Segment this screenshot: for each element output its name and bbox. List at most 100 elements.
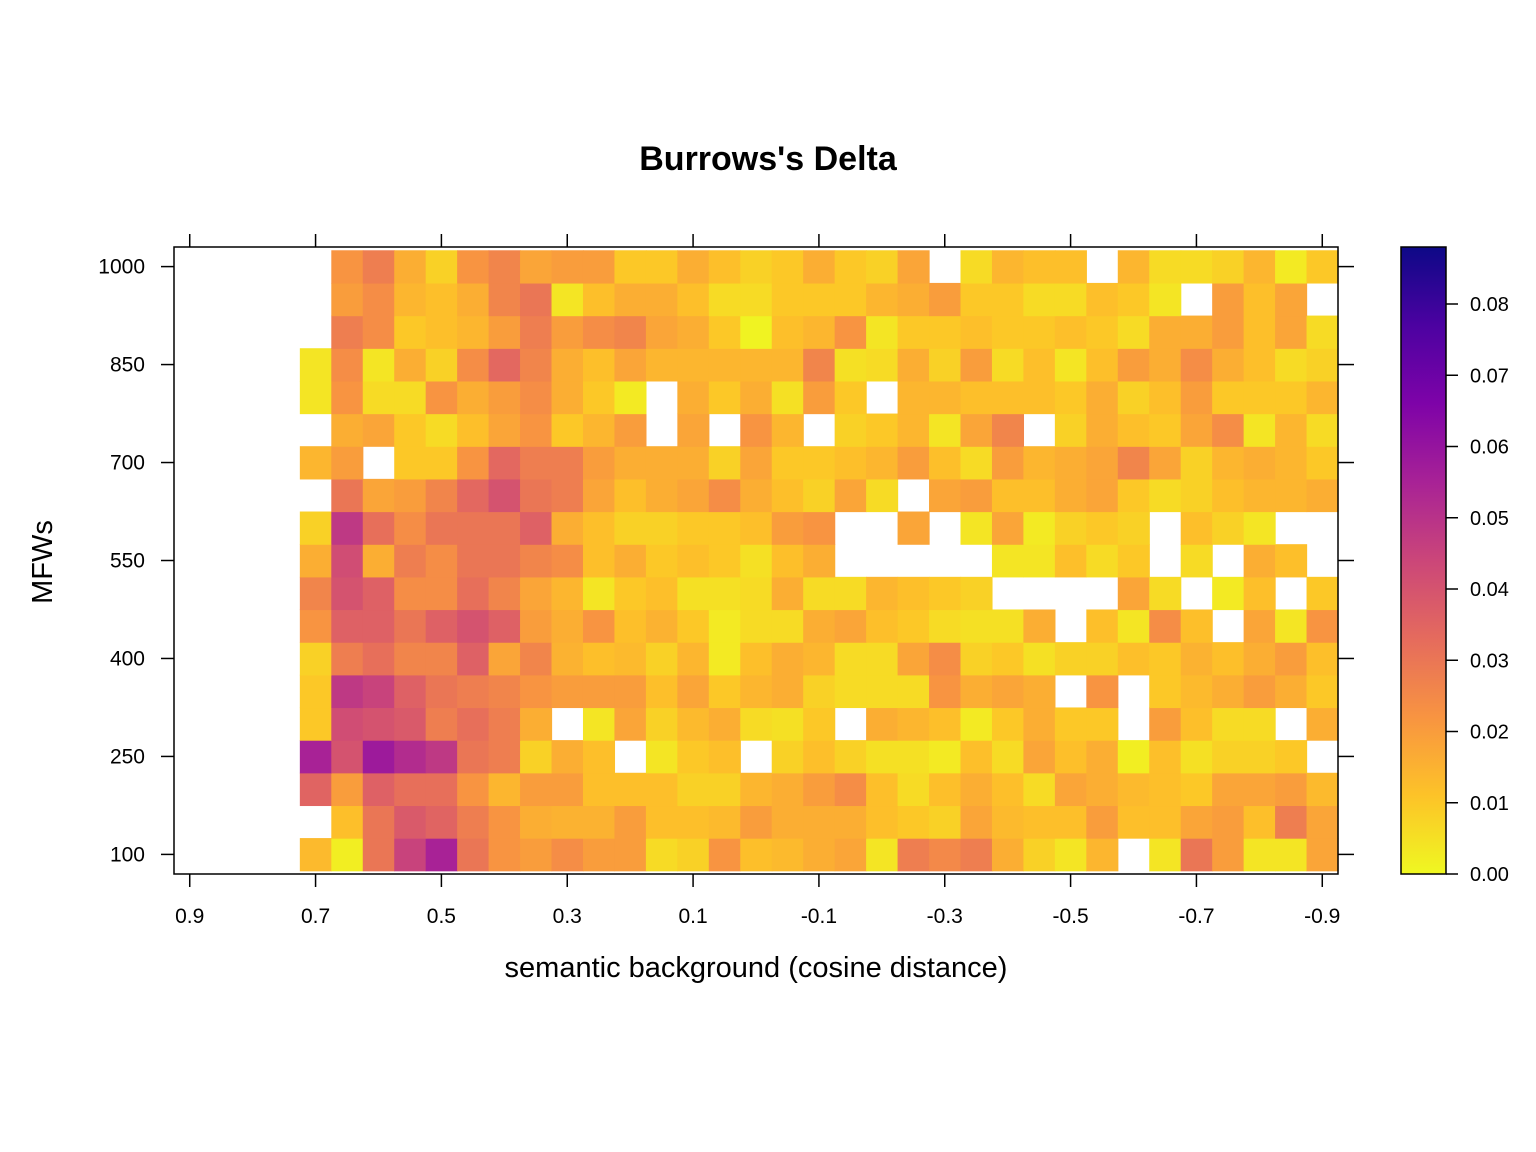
heatmap-cell	[362, 478, 395, 513]
heatmap-cell	[740, 413, 773, 447]
heatmap-cell	[1086, 478, 1119, 513]
heatmap-cell	[457, 740, 490, 774]
heatmap-cell	[991, 544, 1025, 578]
heatmap-cell	[708, 740, 741, 774]
heatmap-cell	[1243, 315, 1276, 349]
x-tick-label: 0.3	[553, 905, 582, 928]
heatmap-cell	[771, 576, 804, 611]
heatmap-cell	[834, 315, 867, 349]
heatmap-cell	[1212, 805, 1245, 839]
heatmap-cell	[645, 609, 678, 643]
heatmap-cell	[1086, 315, 1119, 349]
heatmap-cell	[614, 707, 647, 741]
heatmap-cell	[394, 413, 427, 447]
heatmap-cell	[771, 315, 804, 349]
heatmap-cell	[1149, 413, 1182, 447]
heatmap-cell	[991, 380, 1025, 415]
heatmap-cell	[614, 609, 647, 643]
heatmap-cell	[803, 511, 836, 545]
heatmap-cell	[394, 838, 427, 872]
heatmap-cell	[1086, 511, 1119, 545]
heatmap-cell	[834, 380, 867, 415]
heatmap-cell	[1023, 772, 1056, 807]
heatmap-cell	[960, 674, 993, 709]
heatmap-cell	[677, 674, 710, 709]
chart-title: Burrows's Delta	[639, 140, 898, 178]
heatmap-cell	[614, 772, 647, 807]
heatmap-cell	[1212, 478, 1245, 513]
heatmap-cell	[1117, 446, 1150, 480]
heatmap-cell	[677, 250, 710, 284]
heatmap-cell	[1117, 609, 1150, 643]
heatmap-cell	[425, 707, 458, 741]
heatmap-cell	[362, 838, 395, 872]
heatmap-cell	[771, 642, 804, 676]
heatmap-cell	[803, 380, 836, 415]
heatmap-cell	[488, 511, 521, 545]
heatmap-cell	[991, 250, 1025, 284]
heatmap-cell	[929, 478, 962, 513]
heatmap-cell	[457, 805, 490, 839]
heatmap-cell	[299, 838, 332, 872]
heatmap-cell	[866, 413, 899, 447]
colorbar-tick-label: 0.08	[1470, 294, 1509, 316]
heatmap-cell	[331, 348, 364, 382]
heatmap-cell	[331, 282, 364, 317]
heatmap-cell	[866, 478, 899, 513]
heatmap-cell	[1180, 609, 1213, 643]
heatmap-cell	[1275, 348, 1308, 382]
heatmap-cell	[740, 609, 773, 643]
heatmap-cell	[1306, 348, 1339, 382]
heatmap-cell	[1275, 250, 1308, 284]
heatmap-cell	[425, 282, 458, 317]
heatmap-cell	[582, 250, 616, 284]
heatmap-cell	[582, 446, 616, 480]
heatmap-cell	[1117, 805, 1150, 839]
heatmap-cell	[991, 282, 1025, 317]
heatmap-cell	[1180, 380, 1213, 415]
heatmap-cell	[897, 315, 930, 349]
x-tick-label: 0.9	[175, 905, 204, 928]
heatmap-cell	[394, 348, 427, 382]
heatmap-cell	[1023, 740, 1056, 774]
heatmap-cell	[425, 446, 458, 480]
heatmap-cell	[834, 674, 867, 709]
heatmap-cell	[834, 805, 867, 839]
heatmap-cell	[520, 772, 553, 807]
heatmap-cell	[582, 348, 616, 382]
heatmap-cell	[1243, 642, 1276, 676]
heatmap-cell	[1306, 707, 1339, 741]
heatmap-cell	[551, 838, 584, 872]
heatmap-cell	[677, 511, 710, 545]
heatmap-cell	[803, 478, 836, 513]
heatmap-cell	[1180, 413, 1213, 447]
heatmap-cell	[1086, 740, 1119, 774]
heatmap-cell	[803, 838, 836, 872]
heatmap-cell	[551, 478, 584, 513]
heatmap-cell	[614, 446, 647, 480]
heatmap-cell	[1212, 413, 1245, 447]
heatmap-cell	[425, 805, 458, 839]
heatmap-cell	[803, 315, 836, 349]
heatmap-cell	[866, 315, 899, 349]
heatmap-cell	[551, 674, 584, 709]
heatmap-cell	[488, 576, 521, 611]
heatmap-cell	[582, 805, 616, 839]
heatmap-cell	[1306, 576, 1339, 611]
heatmap-cell	[960, 772, 993, 807]
heatmap-cell	[897, 609, 930, 643]
heatmap-cell	[677, 282, 710, 317]
heatmap-cell	[1023, 609, 1056, 643]
heatmap-cell	[645, 642, 678, 676]
heatmap-cell	[960, 446, 993, 480]
heatmap-cell	[866, 707, 899, 741]
heatmap-cell	[394, 282, 427, 317]
heatmap-cell	[331, 740, 364, 774]
heatmap-cell	[1023, 380, 1056, 415]
heatmap-cell	[457, 674, 490, 709]
heatmap-cell	[960, 348, 993, 382]
heatmap-cell	[929, 446, 962, 480]
heatmap-cell	[677, 576, 710, 611]
heatmap-cell	[331, 315, 364, 349]
heatmap-cell	[929, 413, 962, 447]
